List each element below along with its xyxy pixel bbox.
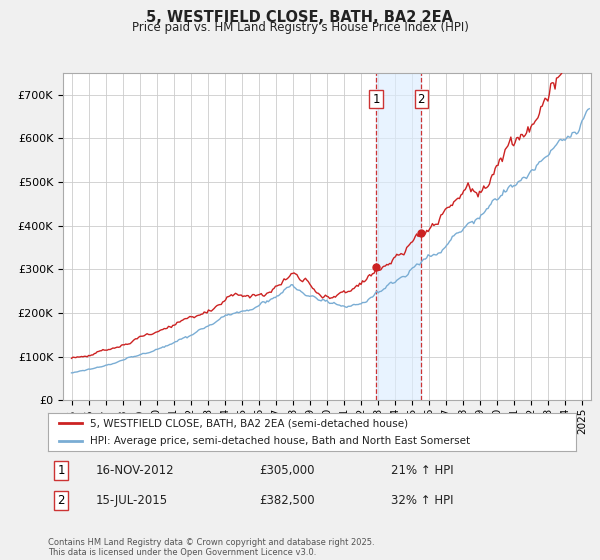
Text: Contains HM Land Registry data © Crown copyright and database right 2025.
This d: Contains HM Land Registry data © Crown c… [48, 538, 374, 557]
Text: 5, WESTFIELD CLOSE, BATH, BA2 2EA: 5, WESTFIELD CLOSE, BATH, BA2 2EA [146, 10, 454, 25]
Text: 5, WESTFIELD CLOSE, BATH, BA2 2EA (semi-detached house): 5, WESTFIELD CLOSE, BATH, BA2 2EA (semi-… [90, 418, 409, 428]
Text: 32% ↑ HPI: 32% ↑ HPI [391, 494, 454, 507]
Text: £382,500: £382,500 [259, 494, 315, 507]
Text: £305,000: £305,000 [259, 464, 315, 477]
Text: 1: 1 [58, 464, 65, 477]
Text: Price paid vs. HM Land Registry's House Price Index (HPI): Price paid vs. HM Land Registry's House … [131, 21, 469, 34]
Text: 16-NOV-2012: 16-NOV-2012 [95, 464, 174, 477]
Text: 2: 2 [418, 92, 425, 105]
Text: 1: 1 [373, 92, 380, 105]
Text: 21% ↑ HPI: 21% ↑ HPI [391, 464, 454, 477]
Text: HPI: Average price, semi-detached house, Bath and North East Somerset: HPI: Average price, semi-detached house,… [90, 436, 470, 446]
Text: 2: 2 [58, 494, 65, 507]
Bar [376, 73, 421, 400]
Text: 15-JUL-2015: 15-JUL-2015 [95, 494, 167, 507]
